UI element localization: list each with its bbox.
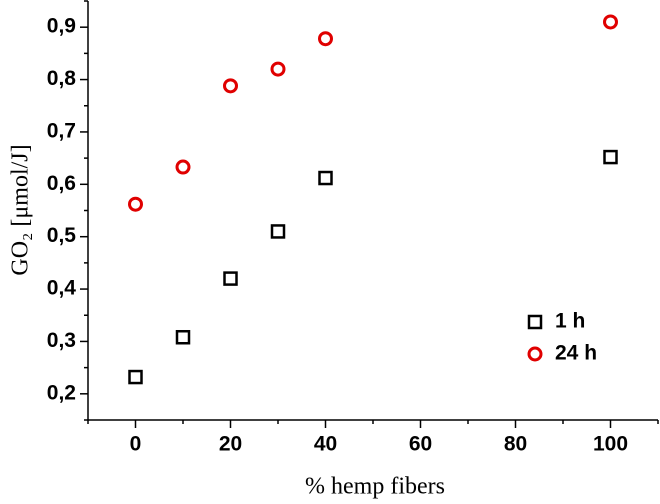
y-tick-label: 0,7 <box>47 119 76 142</box>
x-tick-label: 100 <box>593 433 628 456</box>
data-point <box>318 170 333 186</box>
legend-marker <box>527 346 543 362</box>
data-point <box>128 369 143 385</box>
data-point <box>223 78 238 94</box>
legend-label: 1 h <box>555 310 585 333</box>
legend-label: 24 h <box>555 342 597 365</box>
x-tick-label: 0 <box>130 433 142 456</box>
x-tick-label: 40 <box>314 433 337 456</box>
y-tick-label: 0,4 <box>47 277 77 300</box>
data-point <box>175 159 191 175</box>
legend-marker <box>527 314 543 330</box>
data-point <box>128 196 143 212</box>
x-tick-label: 80 <box>504 433 527 456</box>
y-tick-label: 0,6 <box>47 172 76 195</box>
data-point <box>270 61 286 77</box>
data-point <box>175 329 191 345</box>
y-tick-label: 0,5 <box>47 224 77 247</box>
data-point <box>223 271 238 286</box>
y-tick-label: 0,3 <box>47 329 76 352</box>
data-point <box>318 31 333 47</box>
y-tick-label: 0,2 <box>47 381 76 404</box>
data-point <box>603 149 618 165</box>
x-axis-label: % hemp fibers <box>305 474 445 500</box>
data-point <box>603 14 618 30</box>
y-axis-label: GO₂ [μmol/J] <box>8 144 34 275</box>
y-tick-label: 0,9 <box>47 15 76 38</box>
data-point <box>270 224 286 239</box>
y-tick-label: 0,8 <box>47 67 77 90</box>
x-tick-label: 60 <box>409 433 432 456</box>
x-tick-label: 20 <box>219 433 242 456</box>
